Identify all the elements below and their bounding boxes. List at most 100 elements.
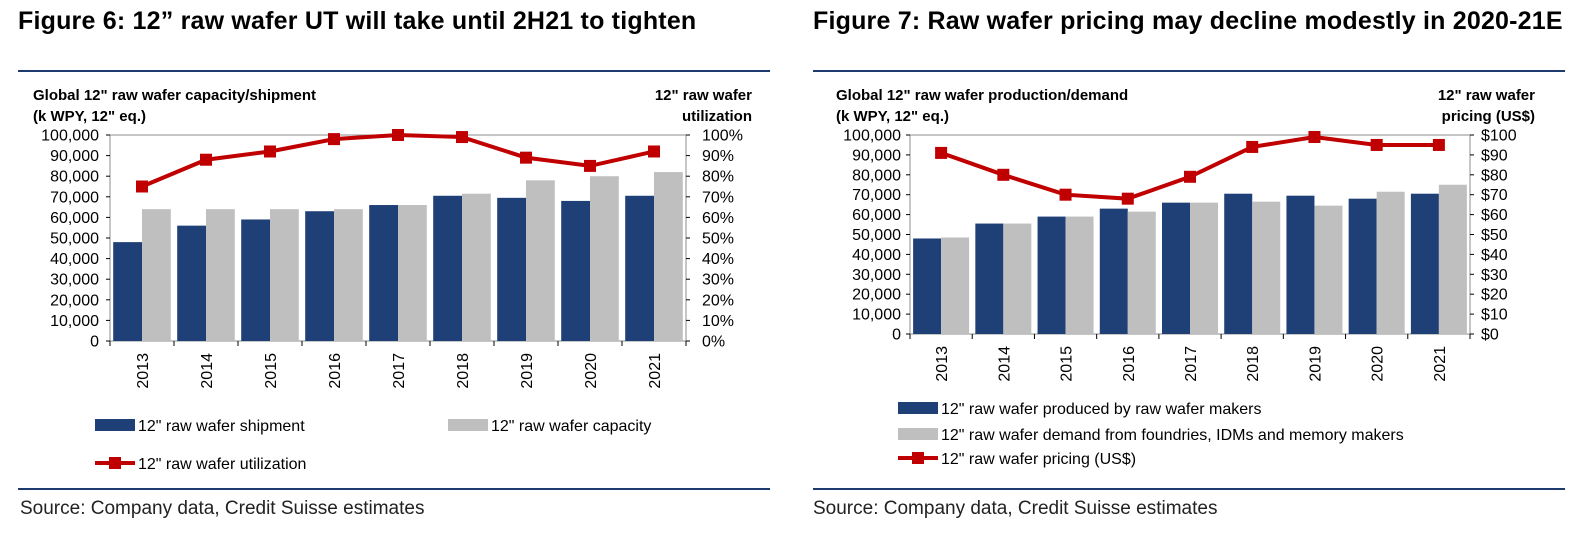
line-point	[997, 168, 1010, 181]
y2-tick-label: $20	[1481, 287, 1508, 304]
x-tick-label: 2020	[583, 353, 600, 389]
bar-secondary	[1003, 223, 1032, 334]
bar-primary	[433, 195, 462, 341]
y2-tick-label: 0%	[702, 334, 725, 351]
line-point	[1184, 170, 1196, 183]
y2-tick-label: 50%	[702, 231, 734, 248]
line-point	[520, 151, 532, 164]
bar-secondary	[1314, 205, 1343, 334]
bar-primary	[1348, 198, 1377, 334]
y-tick-label: 0	[90, 334, 99, 351]
x-tick-label: 2019	[1307, 346, 1324, 382]
figure-7-title: Figure 7: Raw wafer pricing may decline …	[813, 7, 1563, 35]
figure-6-panel: Figure 6: 12” raw wafer UT will take unt…	[0, 0, 780, 533]
bar-secondary	[526, 180, 555, 341]
line-point	[392, 129, 404, 141]
line-point	[1370, 138, 1383, 151]
x-tick-label: 2017	[391, 353, 408, 389]
y2-tick-label: $0	[1481, 327, 1499, 344]
bar-primary	[369, 205, 398, 341]
y2-tick-label: 20%	[702, 292, 734, 309]
x-tick-label: 2018	[1245, 346, 1262, 382]
x-tick-label: 2014	[996, 346, 1013, 382]
y-tick-label: 50,000	[852, 227, 901, 244]
line-point	[1308, 130, 1321, 143]
legend-swatch	[95, 419, 135, 431]
y2-tick-label: $10	[1481, 307, 1508, 324]
bar-primary	[1037, 216, 1066, 334]
y-tick-label: 90,000	[50, 148, 99, 165]
y2-tick-label: 70%	[702, 189, 734, 206]
figure-7-chart: Global 12" raw wafer production/demand (k…	[836, 87, 1535, 468]
bar-primary	[975, 223, 1004, 334]
bar-secondary	[334, 209, 363, 341]
x-tick-label: 2013	[934, 346, 951, 382]
figure-7-panel: Figure 7: Raw wafer pricing may decline …	[805, 0, 1592, 533]
legend-label: 12" raw wafer capacity	[491, 418, 651, 435]
bar-primary	[625, 195, 654, 341]
y2-tick-label: 60%	[702, 210, 734, 227]
legend-label: 12" raw wafer utilization	[138, 456, 306, 473]
y2-tick-label: $50	[1481, 227, 1508, 244]
legend-label: 12" raw wafer produced by raw wafer make…	[941, 401, 1261, 418]
figure-6-chart: Global 12" raw wafer capacity/shipment (k…	[33, 87, 752, 473]
line-point	[1246, 140, 1259, 153]
x-tick-label: 2015	[1059, 346, 1076, 382]
y-tick-label: 40,000	[50, 251, 99, 268]
legend-label: 12" raw wafer shipment	[138, 418, 305, 435]
legend-marker	[109, 457, 121, 469]
y-tick-label: 100,000	[843, 128, 901, 145]
bar-secondary	[1252, 201, 1281, 334]
bar-secondary	[941, 237, 970, 334]
y2-tick-label: $90	[1481, 147, 1508, 164]
y2-tick-label: 40%	[702, 251, 734, 268]
y2-tick-label: $70	[1481, 187, 1508, 204]
x-tick-label: 2015	[263, 353, 280, 389]
line-point	[328, 133, 340, 146]
bar-primary	[913, 238, 942, 334]
bar-secondary	[398, 205, 427, 341]
y-tick-label: 20,000	[852, 287, 901, 304]
line-point	[1121, 192, 1134, 205]
y2-tick-label: 80%	[702, 169, 734, 186]
bottom-rule	[18, 488, 770, 490]
line-point	[584, 159, 596, 172]
bar-secondary	[1065, 216, 1094, 334]
right-axis-title: 12" raw wafer	[1438, 87, 1535, 104]
legend-swatch	[448, 419, 488, 431]
y-tick-label: 30,000	[852, 267, 901, 284]
right-axis-title: utilization	[682, 108, 752, 125]
line-point	[1059, 188, 1072, 201]
x-tick-label: 2021	[1432, 346, 1449, 382]
y-tick-label: 90,000	[852, 147, 901, 164]
y-tick-label: 80,000	[852, 167, 901, 184]
bar-secondary	[1376, 191, 1405, 334]
y-tick-label: 0	[892, 327, 901, 344]
y2-tick-label: 90%	[702, 148, 734, 165]
legend-swatch	[898, 428, 938, 440]
bar-primary	[497, 197, 526, 341]
right-axis-title: 12" raw wafer	[655, 87, 752, 104]
y2-tick-label: $60	[1481, 207, 1508, 224]
y-tick-label: 50,000	[50, 231, 99, 248]
bar-secondary	[654, 172, 683, 341]
x-tick-label: 2013	[135, 353, 152, 389]
bar-primary	[1286, 195, 1315, 334]
y-tick-label: 20,000	[50, 292, 99, 309]
figure-6-title: Figure 6: 12” raw wafer UT will take unt…	[18, 7, 697, 35]
y-tick-label: 70,000	[852, 187, 901, 204]
y2-tick-label: 10%	[702, 313, 734, 330]
line-point	[1432, 138, 1445, 151]
left-axis-title: (k WPY, 12" eq.)	[836, 108, 949, 125]
line-point	[648, 145, 660, 158]
left-axis-title: Global 12" raw wafer capacity/shipment	[33, 87, 316, 104]
x-tick-label: 2021	[647, 353, 664, 389]
top-rule	[813, 70, 1565, 72]
y2-tick-label: $100	[1481, 128, 1517, 145]
bar-primary	[241, 219, 270, 341]
bar-primary	[1162, 202, 1190, 334]
line-point	[935, 146, 948, 159]
y-tick-label: 30,000	[50, 272, 99, 289]
y-tick-label: 40,000	[852, 247, 901, 264]
bar-primary	[305, 211, 334, 341]
